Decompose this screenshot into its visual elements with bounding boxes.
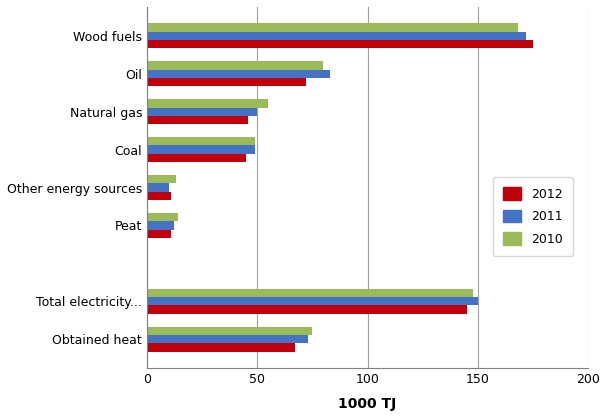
Bar bbox=[147, 192, 171, 200]
Bar bbox=[147, 335, 308, 343]
Bar bbox=[147, 32, 526, 40]
Bar bbox=[147, 154, 246, 162]
Bar bbox=[147, 326, 313, 335]
Bar bbox=[147, 221, 174, 229]
Bar bbox=[147, 78, 306, 86]
X-axis label: 1000 TJ: 1000 TJ bbox=[339, 397, 397, 411]
Bar bbox=[147, 23, 518, 32]
Bar bbox=[147, 297, 478, 306]
Bar bbox=[147, 107, 257, 116]
Bar bbox=[147, 40, 533, 48]
Bar bbox=[147, 116, 248, 124]
Bar bbox=[147, 289, 473, 297]
Bar bbox=[147, 229, 171, 238]
Bar bbox=[147, 61, 324, 70]
Legend: 2012, 2011, 2010: 2012, 2011, 2010 bbox=[492, 177, 573, 255]
Bar bbox=[147, 213, 178, 221]
Bar bbox=[147, 306, 467, 314]
Bar bbox=[147, 184, 169, 192]
Bar bbox=[147, 343, 295, 352]
Bar bbox=[147, 145, 255, 154]
Bar bbox=[147, 70, 330, 78]
Bar bbox=[147, 99, 268, 107]
Bar bbox=[147, 175, 175, 184]
Bar bbox=[147, 137, 255, 145]
